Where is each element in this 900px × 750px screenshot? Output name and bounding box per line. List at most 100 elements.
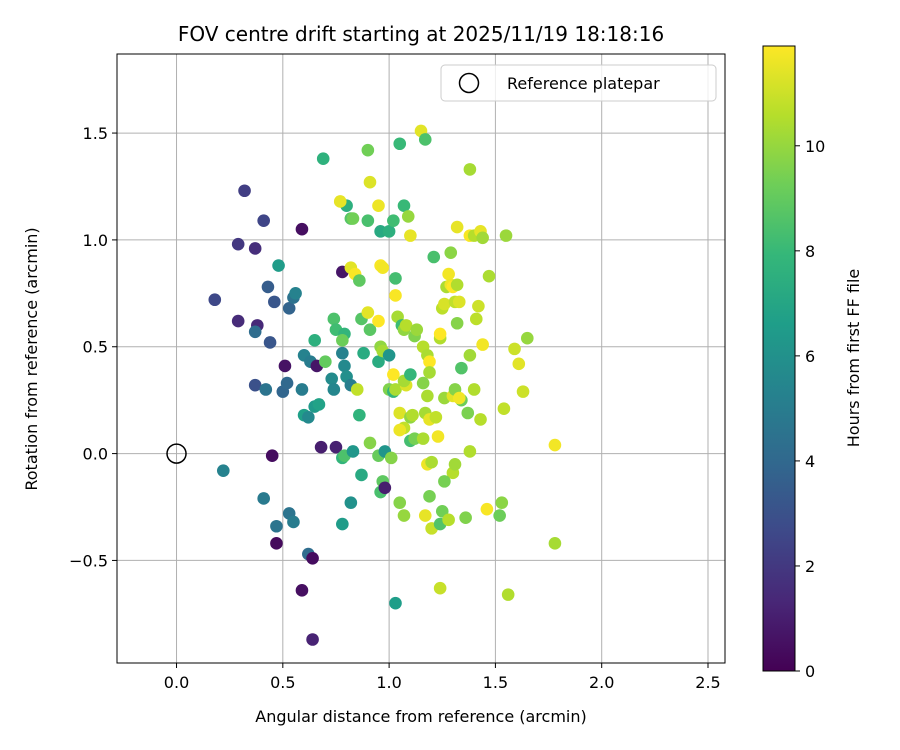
data-point [372, 199, 385, 213]
data-point [248, 242, 262, 255]
data-point [378, 481, 392, 495]
data-point [346, 445, 360, 458]
data-point [404, 368, 417, 381]
data-point [469, 312, 483, 326]
data-point [389, 383, 402, 396]
data-point [287, 515, 300, 529]
data-point [455, 361, 468, 375]
data-point [314, 440, 328, 454]
legend-box [440, 64, 717, 102]
data-point [427, 250, 441, 264]
data-point [459, 511, 472, 524]
data-point [397, 509, 411, 522]
data-point [372, 314, 385, 328]
y-axis-label: Rotation from reference (arcmin) [22, 227, 41, 490]
data-point [508, 342, 521, 356]
data-point [363, 175, 377, 189]
data-point [336, 346, 349, 360]
data-point [306, 551, 319, 565]
data-point [393, 406, 407, 420]
data-point [433, 581, 447, 595]
data-point [389, 289, 402, 302]
data-point [387, 214, 400, 227]
data-point [238, 184, 251, 198]
colorbar-tick-label: 0 [805, 662, 815, 681]
data-point [406, 408, 419, 422]
data-point [333, 195, 347, 208]
data-point [438, 297, 451, 311]
data-point [399, 319, 413, 332]
legend: Reference platepar [440, 64, 717, 102]
data-point [493, 509, 506, 522]
data-point [389, 272, 402, 285]
colorbar-label: Hours from first FF file [844, 269, 863, 448]
data-point [418, 509, 432, 522]
data-point [382, 225, 396, 238]
colorbar-tick-label: 6 [805, 347, 815, 366]
data-point [376, 261, 390, 274]
data-point [308, 334, 322, 347]
data-points [208, 124, 562, 646]
data-point [270, 537, 283, 550]
data-point [410, 323, 424, 336]
data-point [302, 410, 315, 424]
x-tick-label: 1.5 [483, 673, 508, 692]
colorbar-tick-label: 8 [805, 242, 815, 261]
data-point [520, 331, 534, 345]
data-point [350, 383, 364, 396]
data-point [327, 383, 341, 396]
data-point [268, 295, 281, 309]
legend-reference-marker [458, 72, 480, 94]
reference-marker-group [166, 443, 187, 464]
reference-platepar-marker [166, 443, 187, 464]
x-tick-label: 0.5 [270, 673, 295, 692]
data-point [353, 408, 366, 422]
data-point [423, 366, 436, 379]
data-point [429, 410, 443, 424]
data-point [295, 584, 309, 597]
plot-frame [116, 53, 726, 664]
data-point [216, 464, 230, 477]
data-point [438, 475, 451, 488]
data-point [423, 355, 436, 369]
data-point [316, 152, 330, 166]
data-point [425, 455, 438, 469]
data-point [516, 385, 530, 398]
data-point [497, 402, 511, 416]
data-point [501, 588, 515, 601]
data-point [418, 133, 432, 146]
x-tick-label: 1.0 [376, 673, 401, 692]
data-point [263, 336, 277, 349]
data-point [421, 389, 434, 403]
data-point [389, 596, 402, 610]
data-point [336, 334, 349, 347]
data-point [444, 246, 458, 260]
data-point [338, 359, 351, 373]
data-point [404, 229, 417, 242]
colorbar-ticks: 0 2 4 6 8 10 [795, 137, 825, 681]
data-point [450, 278, 464, 292]
chart-title: FOV centre drift starting at 2025/11/19 … [178, 22, 664, 46]
data-point [361, 143, 375, 157]
data-point [548, 438, 562, 452]
data-point [463, 163, 477, 176]
data-point [472, 299, 485, 313]
data-point [393, 137, 407, 151]
data-point [384, 451, 398, 465]
colorbar-tick-label: 10 [805, 137, 825, 156]
x-tick-label: 2.5 [695, 673, 720, 692]
data-point [387, 368, 400, 381]
data-point [401, 210, 415, 223]
data-point [452, 391, 466, 405]
data-point [231, 237, 245, 251]
data-point [208, 293, 222, 307]
legend-reference-label: Reference platepar [507, 74, 660, 93]
data-point [372, 355, 385, 369]
data-point [259, 383, 273, 396]
data-point [467, 383, 481, 396]
data-point [476, 231, 489, 245]
data-point [450, 316, 464, 330]
data-point [329, 440, 343, 454]
grid-lines [117, 54, 725, 663]
